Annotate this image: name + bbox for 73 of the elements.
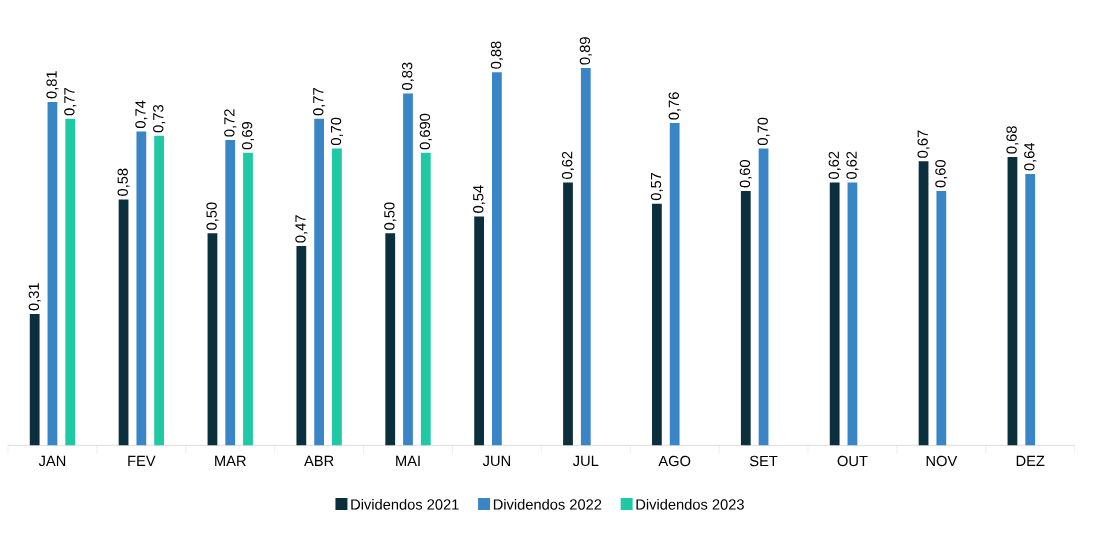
x-tick-label: NOV [926,455,958,467]
bar [758,148,769,446]
bar [118,199,129,446]
data-label: 0,72 [224,109,237,137]
data-label: 0,60 [935,159,948,188]
x-tick-label: OUT [837,455,868,467]
x-tick-label: FEV [128,455,156,466]
data-label: 0,67 [917,130,930,158]
data-label: 0,81 [46,70,59,99]
data-label: 0,50 [384,202,397,230]
data-label: 0,57 [650,172,663,200]
legend-label: Dividendos 2022 [493,498,602,510]
x-tick-label: MAR [215,455,246,466]
legend-label: Dividendos 2021 [351,498,459,510]
data-label: 0,47 [295,215,308,243]
data-label: 0,70 [757,117,770,145]
bar [474,216,485,446]
x-tick-label: AGO [658,455,691,467]
bar [847,182,858,446]
bar [29,313,40,446]
bar [580,67,591,446]
bar [652,203,662,446]
bar [420,152,431,446]
data-label: 0,83 [401,62,415,90]
data-label: 0,88 [490,41,503,69]
data-label: 0,76 [668,92,681,120]
bar [296,245,307,446]
data-label: 0,62 [846,151,859,179]
data-label: 0,73 [153,104,166,133]
x-tick-label: ABR [304,455,334,466]
x-tick-label: JUL [572,455,599,466]
bar [225,139,236,446]
x-tick-label: DEZ [1016,455,1045,466]
data-label: 0,77 [64,87,77,116]
bar [1007,156,1018,446]
bar [918,161,929,446]
bar [136,131,147,446]
data-label: 0,31 [28,282,41,311]
data-label: 0,68 [1006,126,1019,154]
data-label: 0,74 [135,100,148,128]
bar [314,118,325,446]
data-label: 0,60 [739,159,752,188]
data-label: 0,62 [828,151,841,179]
bar [1025,173,1036,446]
bar [243,152,253,446]
bar [47,101,58,446]
bar [829,182,840,446]
x-tick-label: JAN [38,455,66,466]
bar [740,190,751,446]
bar [492,72,502,446]
bar [207,233,218,446]
bar [154,135,165,446]
data-label: 0,50 [206,202,219,230]
x-tick-label: MAI [396,455,420,466]
bar [65,118,76,446]
data-label: 0,69 [241,121,255,150]
bar [669,122,680,446]
data-label: 0,64 [1024,142,1037,171]
bar [563,182,573,446]
data-label: 0,77 [313,87,326,116]
data-label: 0,58 [117,168,130,196]
data-label: 0,54 [473,185,486,213]
x-tick-label: SET [749,455,778,467]
bar [936,190,947,446]
data-label: 0,70 [330,117,343,145]
legend-label: Dividendos 2023 [636,498,744,510]
x-tick-label: JUN [482,455,510,466]
bar [385,233,396,446]
data-label: 0,89 [579,37,592,65]
data-label: 0,690 [419,113,432,150]
data-label: 0,62 [561,151,575,179]
bar [332,148,342,446]
bar [403,93,413,446]
